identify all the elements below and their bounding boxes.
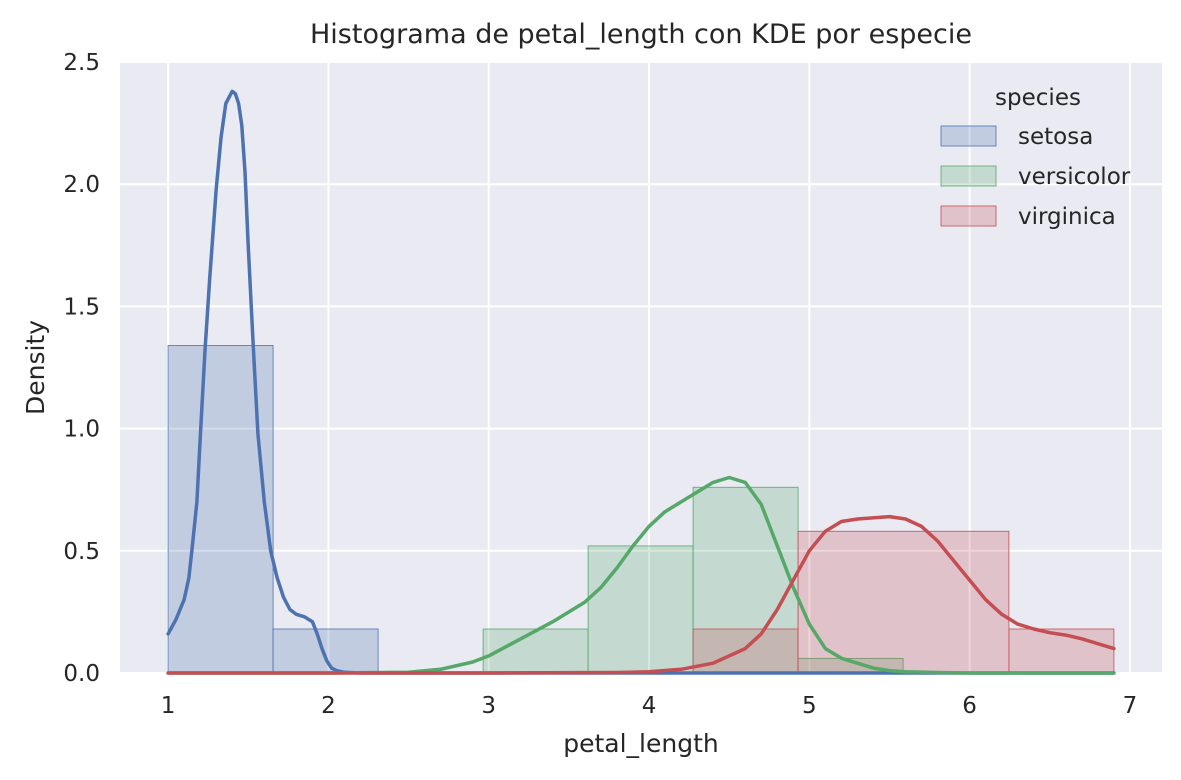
histogram-bar-setosa bbox=[272, 628, 379, 674]
legend-title: species bbox=[995, 85, 1081, 111]
x-tick-label: 5 bbox=[802, 693, 817, 719]
x-axis-ticks: 1 2 3 4 5 6 7 bbox=[161, 693, 1137, 719]
y-tick-label: 2.5 bbox=[63, 50, 100, 76]
y-tick-label: 0.0 bbox=[63, 661, 100, 687]
legend-label-virginica: virginica bbox=[1018, 204, 1116, 230]
x-axis-label: petal_length bbox=[563, 729, 719, 758]
x-tick-label: 7 bbox=[1123, 693, 1138, 719]
histogram-bar-virginica bbox=[797, 530, 1010, 674]
x-tick-label: 6 bbox=[962, 693, 977, 719]
histogram-bar-virginica bbox=[692, 628, 799, 674]
histogram-layer bbox=[167, 345, 1115, 674]
legend-label-setosa: setosa bbox=[1018, 124, 1093, 150]
kde-layer bbox=[166, 89, 1116, 675]
legend-swatch-setosa bbox=[940, 125, 997, 147]
histogram-bar-versicolor bbox=[692, 486, 799, 674]
x-tick-label: 2 bbox=[321, 693, 336, 719]
histogram-bar-virginica bbox=[1008, 628, 1115, 674]
legend-swatch-virginica bbox=[940, 205, 997, 227]
y-tick-label: 0.5 bbox=[63, 539, 100, 565]
histogram-bar-versicolor bbox=[587, 545, 694, 674]
x-tick-label: 4 bbox=[642, 693, 657, 719]
chart-title: Histograma de petal_length con KDE por e… bbox=[310, 19, 972, 50]
legend: species setosa versicolor virginica bbox=[940, 85, 1131, 230]
legend-label-versicolor: versicolor bbox=[1018, 164, 1131, 190]
x-tick-label: 3 bbox=[481, 693, 496, 719]
y-axis-label: Density bbox=[21, 320, 50, 415]
y-tick-label: 1.5 bbox=[63, 294, 100, 320]
plot-area bbox=[120, 62, 1162, 673]
kde-line-versicolor bbox=[166, 475, 1116, 675]
y-tick-label: 2.0 bbox=[63, 172, 100, 198]
x-tick-label: 1 bbox=[161, 693, 176, 719]
y-tick-label: 1.0 bbox=[63, 417, 100, 443]
kde-line-virginica bbox=[166, 514, 1116, 675]
legend-swatch-versicolor bbox=[940, 165, 997, 187]
y-axis-ticks: 0.0 0.5 1.0 1.5 2.0 2.5 bbox=[63, 50, 100, 687]
